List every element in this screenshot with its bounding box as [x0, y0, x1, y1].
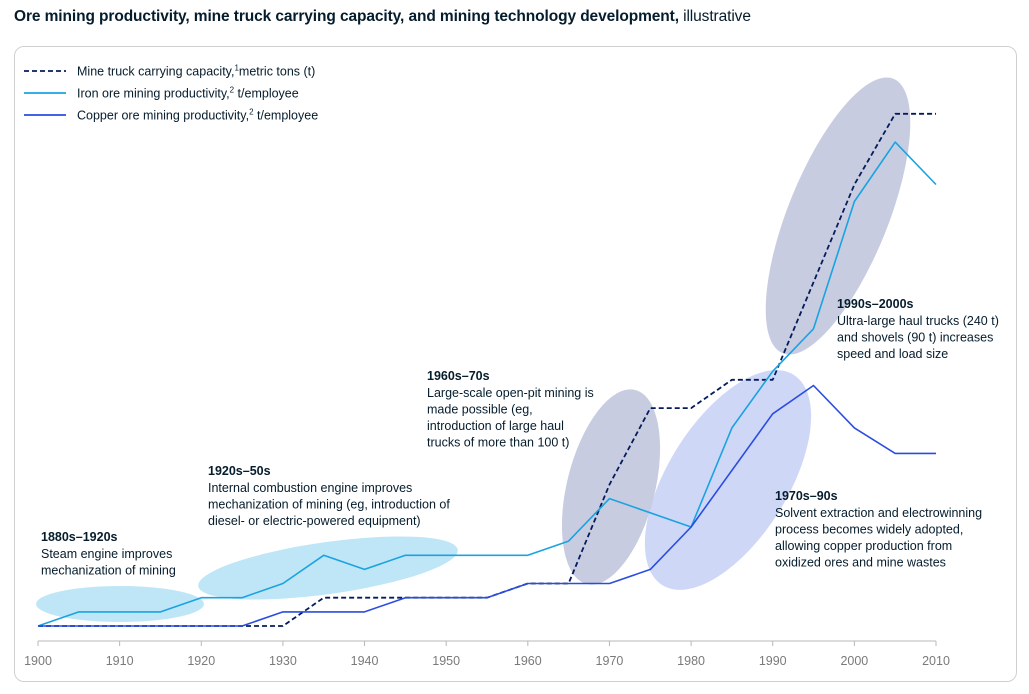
era-text-e2: Internal combustion engine improves — [208, 481, 412, 495]
x-tick-label: 1950 — [432, 654, 460, 668]
chart-frame — [14, 46, 1017, 682]
series-lines — [37, 112, 937, 627]
era-heading-e5: 1990s–2000s — [837, 297, 914, 311]
era-highlights — [36, 77, 911, 622]
era-heading-e4: 1970s–90s — [775, 489, 838, 503]
era-ellipse-e4 — [644, 370, 812, 590]
x-tick-label: 1940 — [351, 654, 379, 668]
series-line-truck — [38, 112, 936, 627]
era-heading-e2: 1920s–50s — [208, 464, 271, 478]
era-text-e4: oxidized ores and mine wastes — [775, 556, 946, 570]
era-annotations: 1880s–1920s Steam engine improves mechaniz… — [41, 297, 999, 578]
era-heading-e1: 1880s–1920s — [41, 530, 118, 544]
era-text-e1: Steam engine improves — [41, 547, 172, 561]
era-text-e2: mechanization of mining (eg, introductio… — [208, 498, 450, 512]
x-tick-label: 1910 — [106, 654, 134, 668]
x-tick-label: 2000 — [840, 654, 868, 668]
era-text-e4: Solvent extraction and electrowinning — [775, 506, 982, 520]
era-ellipse-e5 — [765, 77, 911, 355]
era-ellipse-e2 — [198, 536, 458, 600]
x-axis: 1900 1910 1920 1930 1940 1950 1960 1970 1980 1990… — [24, 640, 950, 668]
era-ellipse-e1 — [36, 586, 204, 622]
chart-title-sub: illustrative — [683, 8, 751, 25]
era-text-e1: mechanization of mining — [41, 564, 176, 578]
x-tick-label: 1930 — [269, 654, 297, 668]
x-tick-label: 1920 — [187, 654, 215, 668]
era-text-e5: Ultra-large haul trucks (240 t) — [837, 314, 999, 328]
era-text-e3: introduction of large haul — [427, 419, 564, 433]
era-text-e3: made possible (eg, — [427, 403, 533, 417]
x-tick-label: 1970 — [596, 654, 624, 668]
legend-label-truck: Mine truck carrying capacity,1metric ton… — [77, 64, 315, 79]
x-tick-label: 1980 — [677, 654, 705, 668]
x-tick-label: 2010 — [922, 654, 950, 668]
chart-title: Ore mining productivity, mine truck carr… — [14, 8, 751, 26]
series-line-iron — [37, 141, 937, 627]
x-tick-label: 1990 — [759, 654, 787, 668]
era-ellipse-e3 — [561, 389, 661, 585]
x-tick-label: 1900 — [24, 654, 52, 668]
era-text-e3: trucks of more than 100 t) — [427, 436, 569, 450]
era-text-e2: diesel- or electric-powered equipment) — [208, 514, 421, 528]
era-heading-e3: 1960s–70s — [427, 369, 490, 383]
era-text-e3: Large-scale open-pit mining is — [427, 386, 594, 400]
x-tick-label: 1960 — [514, 654, 542, 668]
legend: Mine truck carrying capacity,1metric ton… — [24, 64, 318, 123]
legend-label-iron: Iron ore mining productivity,2 t/employe… — [77, 86, 299, 101]
era-text-e5: and shovels (90 t) increases — [837, 331, 993, 345]
era-text-e4: process becomes widely adopted, — [775, 523, 963, 537]
era-text-e4: allowing copper production from — [775, 539, 952, 553]
era-text-e5: speed and load size — [837, 347, 948, 361]
chart-title-bold: Ore mining productivity, mine truck carr… — [14, 8, 679, 25]
legend-label-copper: Copper ore mining productivity,2 t/emplo… — [77, 108, 318, 123]
series-line-copper — [38, 384, 936, 627]
